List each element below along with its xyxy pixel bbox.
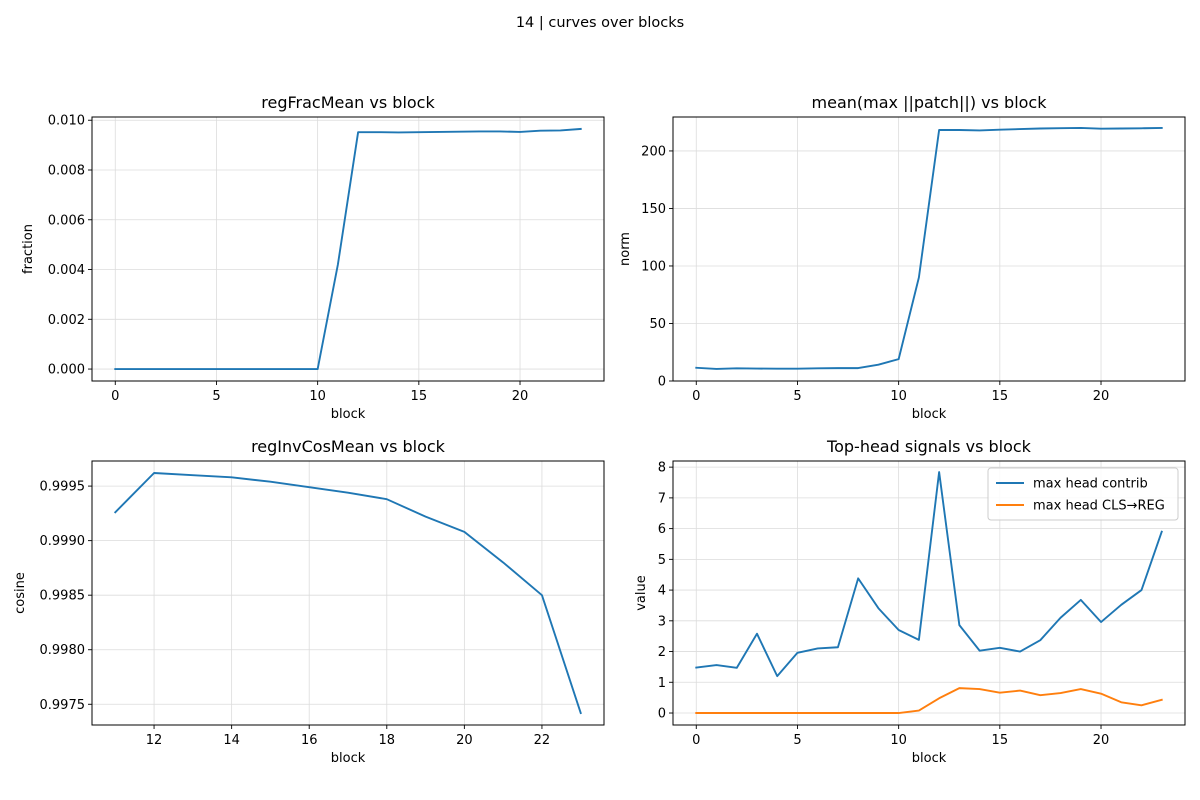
y-tick-label: 8 bbox=[658, 461, 666, 476]
x-tick-label: 22 bbox=[534, 733, 551, 748]
y-tick-label: 4 bbox=[658, 584, 666, 599]
y-tick-label: 0.9995 bbox=[40, 480, 86, 495]
y-tick-label: 0.9985 bbox=[40, 589, 86, 604]
legend-entry-label: max head contrib bbox=[1033, 477, 1148, 492]
y-tick-label: 2 bbox=[658, 645, 666, 660]
figure-suptitle: 14 | curves over blocks bbox=[516, 15, 684, 31]
y-tick-label: 1 bbox=[658, 676, 666, 691]
x-axis-label: block bbox=[912, 407, 947, 422]
x-tick-label: 16 bbox=[301, 733, 318, 748]
chart-panel-top-head-signals: 0 5 10 15 20 0 1 2 3 4 5 6 7 8 Top-head signals vs blo… bbox=[634, 437, 1186, 766]
y-tick-label: 0.9980 bbox=[40, 643, 86, 658]
x-tick-label: 10 bbox=[890, 733, 907, 748]
series-line-primary bbox=[114, 127, 582, 371]
y-tick-label: 0.006 bbox=[48, 213, 85, 228]
x-tick-label: 0 bbox=[111, 389, 119, 404]
axes-frame bbox=[91, 116, 605, 382]
x-tick-label: 5 bbox=[212, 389, 220, 404]
y-axis-label: norm bbox=[618, 232, 633, 266]
x-tick-label: 15 bbox=[992, 389, 1009, 404]
chart-panel-regfracmean: 0 5 10 15 20 0.000 0.002 0.004 0.006 0.008 0.010 re… bbox=[21, 93, 605, 422]
y-tick-label: 0 bbox=[658, 375, 666, 390]
chart-title: regFracMean vs block bbox=[261, 93, 435, 112]
y-tick-label: 0.004 bbox=[48, 263, 85, 278]
x-axis-label: block bbox=[331, 407, 366, 422]
x-tick-label: 20 bbox=[456, 733, 473, 748]
x-tick-label: 10 bbox=[309, 389, 326, 404]
x-tick-label: 12 bbox=[146, 733, 163, 748]
y-tick-label: 200 bbox=[641, 144, 666, 159]
x-tick-label: 18 bbox=[379, 733, 396, 748]
y-tick-label: 100 bbox=[641, 259, 666, 274]
y-tick-label: 0.010 bbox=[48, 114, 85, 129]
x-tick-label: 5 bbox=[793, 389, 801, 404]
axes-frame bbox=[91, 460, 605, 726]
y-tick-label: 0.002 bbox=[48, 313, 85, 328]
y-tick-label: 50 bbox=[649, 317, 666, 332]
x-tick-label: 20 bbox=[512, 389, 529, 404]
y-tick-label: 7 bbox=[658, 491, 666, 506]
series-line-primary bbox=[695, 126, 1163, 370]
y-tick-label: 6 bbox=[658, 522, 666, 537]
y-tick-label: 0 bbox=[658, 707, 666, 722]
x-axis-label: block bbox=[912, 751, 947, 766]
y-tick-label: 0.008 bbox=[48, 163, 85, 178]
x-tick-label: 15 bbox=[992, 733, 1009, 748]
y-tick-label: 5 bbox=[658, 553, 666, 568]
series-line-secondary bbox=[695, 687, 1163, 714]
legend-entry-label: max head CLS→REG bbox=[1033, 499, 1165, 514]
y-tick-label: 0.000 bbox=[48, 363, 85, 378]
panels: 0 5 10 15 200.0000.0020.0040.0060.0080.010re… bbox=[13, 93, 1186, 766]
x-tick-label: 0 bbox=[692, 389, 700, 404]
y-tick-label: 0.9990 bbox=[40, 534, 86, 549]
chart-title: regInvCosMean vs block bbox=[251, 437, 446, 456]
x-tick-label: 10 bbox=[890, 389, 907, 404]
legend-box bbox=[987, 467, 1179, 521]
axes-frame bbox=[672, 116, 1186, 382]
chart-panel-reginvcosmean: 12 14 16 18 20 22 0.9975 0.9980 0.9985 0.9990 0.99… bbox=[13, 437, 605, 766]
x-tick-label: 20 bbox=[1093, 389, 1110, 404]
chart-title: mean(max ||patch||) vs block bbox=[812, 93, 1048, 112]
y-tick-label: 3 bbox=[658, 614, 666, 629]
y-axis-label: fraction bbox=[21, 224, 36, 274]
y-axis-label: value bbox=[634, 575, 649, 611]
y-axis-label: cosine bbox=[13, 572, 28, 614]
x-tick-label: 14 bbox=[223, 733, 240, 748]
y-tick-label: 0.9975 bbox=[40, 698, 86, 713]
x-tick-label: 5 bbox=[793, 733, 801, 748]
y-tick-label: 150 bbox=[641, 202, 666, 217]
x-tick-label: 15 bbox=[411, 389, 428, 404]
chart-title: Top-head signals vs block bbox=[826, 437, 1032, 456]
series-line-primary bbox=[113, 472, 582, 715]
axes-frame bbox=[672, 460, 1186, 726]
x-tick-label: 0 bbox=[692, 733, 700, 748]
x-axis-label: block bbox=[331, 751, 366, 766]
series-line-primary bbox=[695, 471, 1163, 678]
x-tick-label: 20 bbox=[1093, 733, 1110, 748]
legend: max head contrib max head CLS→REG bbox=[987, 467, 1179, 521]
